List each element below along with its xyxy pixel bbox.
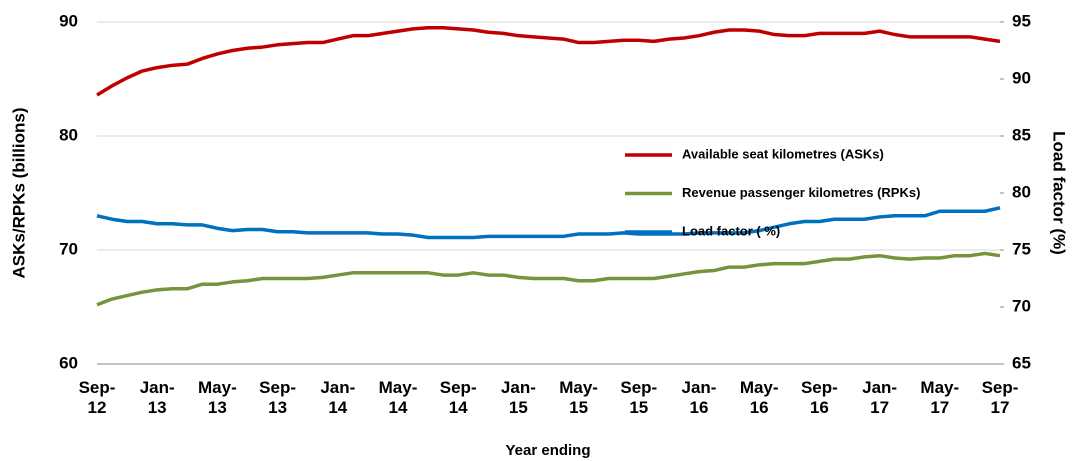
x-tick-label: May- 13 — [198, 378, 237, 417]
x-axis-title: Year ending — [505, 442, 590, 459]
x-tick-label: Sep- 12 — [78, 378, 116, 417]
x-tick-label: May- 17 — [920, 378, 960, 417]
y2-tick-label: 75 — [1012, 239, 1031, 258]
x-tick-label: Jan- 13 — [139, 378, 175, 417]
y2-tick-label: 70 — [1012, 296, 1031, 315]
legend-label: Available seat kilometres (ASKs) — [682, 146, 884, 161]
x-tick-label: Jan- 15 — [500, 378, 536, 417]
y-tick-label: 60 — [59, 353, 78, 372]
y-tick-label: 90 — [59, 11, 78, 30]
x-tick-label: Sep- 14 — [439, 378, 477, 417]
series-line — [96, 206, 1001, 240]
legend-label: Load factor ( %) — [682, 223, 780, 238]
x-tick-label: Sep- 15 — [620, 378, 658, 417]
y2-tick-label: 80 — [1012, 182, 1031, 201]
x-tick-label: Jan- 17 — [862, 378, 898, 417]
y-tick-label: 70 — [59, 239, 78, 258]
x-tick-label: Sep- 16 — [800, 378, 838, 417]
legend-label: Revenue passenger kilometres (RPKs) — [682, 185, 920, 200]
y-tick-label: 80 — [59, 125, 78, 144]
y2-tick-label: 95 — [1012, 11, 1031, 30]
x-tick-label: May- 15 — [559, 378, 598, 417]
y-axis-title: ASKs/RPKs (billions) — [9, 108, 28, 279]
y2-tick-label: 85 — [1012, 125, 1031, 144]
x-tick-label: Sep- 17 — [981, 378, 1019, 417]
x-tick-label: May- 16 — [739, 378, 779, 417]
y2-tick-label: 90 — [1012, 68, 1031, 87]
x-tick-label: Sep- 13 — [259, 378, 297, 417]
series-line — [96, 25, 1001, 97]
y2-axis-title: Load factor (%) — [1050, 131, 1069, 255]
x-tick-label: Jan- 14 — [320, 378, 356, 417]
x-tick-label: Jan- 16 — [681, 378, 717, 417]
x-tick-label: May- 14 — [378, 378, 418, 417]
series-line — [96, 251, 1001, 307]
y2-tick-label: 65 — [1012, 353, 1031, 372]
